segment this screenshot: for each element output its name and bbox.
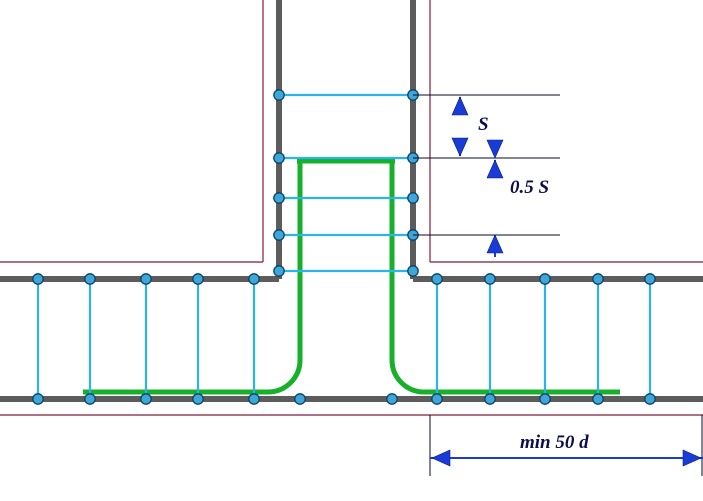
svg-text:0.5 S: 0.5 S — [510, 177, 549, 198]
rebar-diagram: S 0.5 S min 50 d — [0, 0, 703, 501]
svg-text:min 50 d: min 50 d — [520, 432, 589, 453]
svg-text:S: S — [478, 114, 489, 135]
rebar-node-group — [33, 90, 655, 404]
